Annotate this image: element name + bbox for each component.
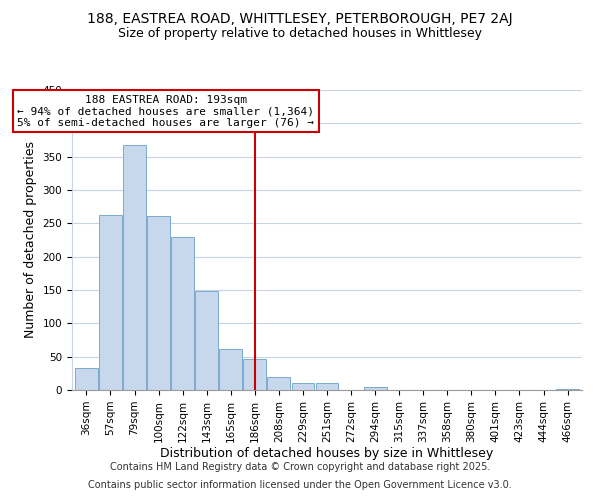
Y-axis label: Number of detached properties: Number of detached properties [24,142,37,338]
Bar [268,376,290,390]
Bar [292,382,314,390]
Text: 188, EASTREA ROAD, WHITTLESEY, PETERBOROUGH, PE7 2AJ: 188, EASTREA ROAD, WHITTLESEY, PETERBORO… [87,12,513,26]
Bar [244,360,266,390]
Bar [123,144,146,390]
Text: Size of property relative to detached houses in Whittlesey: Size of property relative to detached ho… [118,28,482,40]
Bar [171,238,194,390]
Text: 188 EASTREA ROAD: 193sqm
← 94% of detached houses are smaller (1,364)
5% of semi: 188 EASTREA ROAD: 193sqm ← 94% of detach… [17,94,314,128]
Bar [364,386,386,390]
Bar [99,214,122,390]
Bar [220,350,242,390]
Bar [147,216,170,390]
X-axis label: Distribution of detached houses by size in Whittlesey: Distribution of detached houses by size … [160,448,494,460]
Text: Contains HM Land Registry data © Crown copyright and database right 2025.: Contains HM Land Registry data © Crown c… [110,462,490,472]
Bar [316,384,338,390]
Bar [195,292,218,390]
Bar [75,368,98,390]
Text: Contains public sector information licensed under the Open Government Licence v3: Contains public sector information licen… [88,480,512,490]
